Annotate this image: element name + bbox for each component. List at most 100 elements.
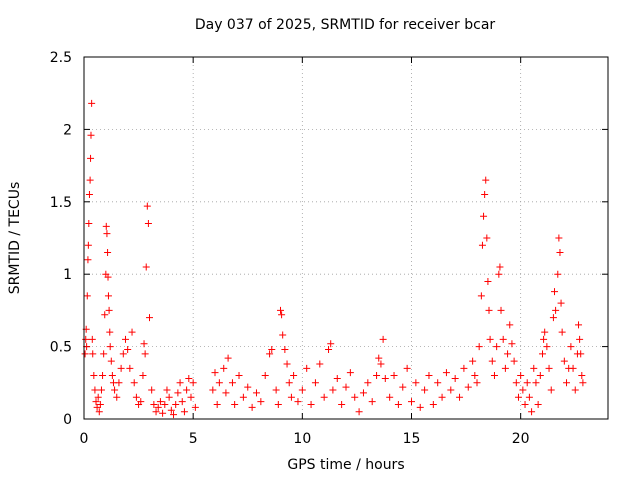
data-point-0-106 [290,372,298,380]
data-point-0-191 [545,364,553,372]
data-point-0-170 [501,364,509,372]
data-point-0-150 [469,357,477,365]
data-point-0-91 [248,403,256,411]
data-point-0-129 [379,335,387,343]
data-point-0-135 [403,364,411,372]
data-point-0-154 [477,292,485,300]
data-point-0-140 [425,372,433,380]
data-point-0-175 [512,379,520,387]
data-point-0-123 [359,389,367,397]
data-point-0-199 [557,299,565,307]
data-point-0-78 [191,403,199,411]
data-point-0-104 [285,379,293,387]
data-point-0-137 [412,379,420,387]
y-tick-label-0: 0 [63,412,72,428]
data-point-0-158 [482,176,490,184]
data-point-0-73 [180,408,188,416]
plot-border [83,56,609,420]
data-point-0-176 [514,393,522,401]
data-point-0-98 [274,401,282,409]
data-point-0-45 [126,364,134,372]
data-point-0-121 [351,393,359,401]
data-point-0-27 [102,222,110,230]
data-point-0-114 [325,345,333,353]
data-point-0-46 [128,328,136,336]
data-point-0-8 [85,191,93,199]
data-point-0-128 [377,360,385,368]
data-point-0-60 [152,408,160,416]
data-point-0-171 [504,350,512,358]
data-point-0-69 [172,401,180,409]
data-point-0-185 [534,401,542,409]
x-tick-label-3: 15 [403,431,421,447]
data-point-0-83 [220,364,228,372]
data-point-0-169 [499,335,507,343]
data-point-0-174 [510,357,518,365]
data-point-0-113 [320,393,328,401]
data-point-0-200 [558,328,566,336]
data-point-0-33 [106,328,114,336]
data-point-0-75 [185,374,193,382]
data-point-0-119 [342,383,350,391]
data-point-0-152 [473,379,481,387]
data-point-0-95 [266,350,274,358]
data-point-0-90 [244,383,252,391]
data-point-0-74 [183,386,191,394]
data-point-0-22 [97,386,105,394]
data-point-0-94 [261,372,269,380]
data-point-0-67 [167,406,175,414]
data-point-0-9 [86,176,94,184]
data-point-0-165 [493,343,501,351]
data-point-0-51 [139,372,147,380]
data-point-0-77 [189,379,197,387]
data-point-0-56 [144,220,152,228]
y-tick-label-2: 1 [63,267,72,283]
data-point-0-110 [307,401,315,409]
data-point-0-149 [464,383,472,391]
data-point-0-4 [83,292,91,300]
data-point-0-173 [508,340,516,348]
data-point-0-195 [552,306,560,314]
data-point-0-153 [475,343,483,351]
data-point-0-147 [456,393,464,401]
data-point-0-62 [156,398,164,406]
data-point-0-40 [115,379,123,387]
x-tick-label-4: 20 [512,431,530,447]
data-point-0-61 [154,403,162,411]
data-point-0-102 [281,345,289,353]
data-point-0-197 [555,234,563,242]
data-point-0-11 [87,131,95,139]
data-point-0-30 [104,273,112,281]
data-point-0-201 [560,357,568,365]
data-point-0-187 [539,350,546,358]
data-point-0-66 [165,393,173,401]
data-point-0-189 [541,328,549,336]
data-point-0-65 [163,386,171,394]
data-point-0-71 [176,379,184,387]
data-point-0-183 [530,364,538,372]
data-point-0-7 [85,220,93,228]
data-point-0-166 [495,270,503,278]
data-point-0-143 [438,393,446,401]
data-point-0-117 [333,374,341,382]
data-point-0-204 [567,343,575,351]
data-point-0-17 [92,398,100,406]
data-point-0-12 [88,99,96,107]
data-point-0-124 [364,379,372,387]
data-point-0-155 [478,241,486,249]
data-point-0-115 [327,340,335,348]
data-point-0-162 [486,335,494,343]
data-point-0-87 [231,401,239,409]
data-point-0-120 [346,369,354,377]
data-point-0-167 [496,263,504,271]
data-point-0-211 [578,372,586,380]
data-point-0-133 [394,401,402,409]
data-point-0-179 [521,401,529,409]
data-point-0-68 [170,411,178,419]
data-point-0-19 [94,393,102,401]
data-point-0-24 [100,350,108,358]
data-point-0-161 [485,306,493,314]
data-point-0-160 [484,277,492,285]
data-point-0-208 [575,321,583,329]
